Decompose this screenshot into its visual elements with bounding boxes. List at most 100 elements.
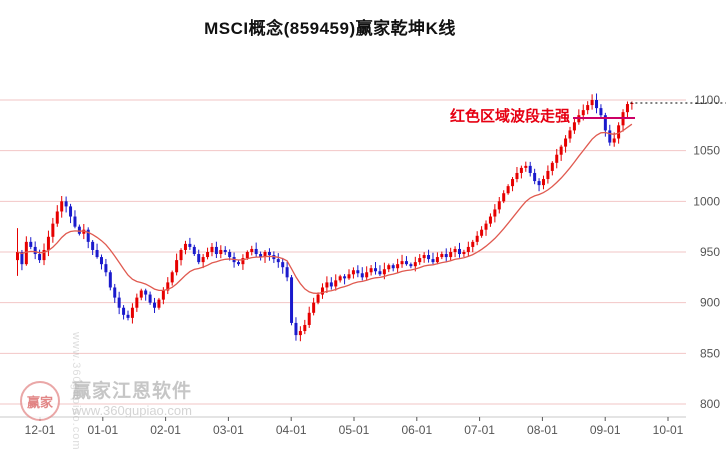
candle-body xyxy=(396,264,400,269)
candle-body xyxy=(440,254,444,258)
candle-body xyxy=(24,241,28,265)
candle-body xyxy=(276,259,280,263)
x-axis-label: 04-01 xyxy=(276,423,307,437)
candle-body xyxy=(568,130,572,139)
candle-body xyxy=(20,251,24,265)
annotation-line xyxy=(573,117,636,119)
candle-body xyxy=(95,249,99,258)
candle-body xyxy=(117,297,121,308)
winner-logo-icon: 赢家 xyxy=(20,381,60,421)
candle-body xyxy=(144,290,148,295)
candle-body xyxy=(188,243,192,247)
candle-body xyxy=(493,209,497,217)
candle-body xyxy=(347,274,351,279)
candle-body xyxy=(338,276,342,281)
candle-body xyxy=(214,246,218,255)
candle-body xyxy=(506,186,510,194)
candle-body xyxy=(46,236,50,250)
candle-body xyxy=(281,262,285,268)
candle-body xyxy=(564,138,568,147)
candle-body xyxy=(201,257,205,263)
candle-body xyxy=(528,165,532,173)
x-axis-label: 10-01 xyxy=(653,423,684,437)
candle-body xyxy=(550,162,554,171)
candle-body xyxy=(91,241,95,250)
candle-body xyxy=(108,272,112,288)
candle-body xyxy=(219,249,223,255)
candle-body xyxy=(488,216,492,224)
y-axis-label: 1000 xyxy=(693,194,720,208)
candle-body xyxy=(179,249,183,261)
candle-body xyxy=(391,265,395,269)
candle-body xyxy=(435,257,439,263)
candle-body xyxy=(29,241,33,247)
candle-body xyxy=(298,331,302,336)
candle-body xyxy=(259,254,263,258)
candle-body xyxy=(99,257,103,265)
candle-body xyxy=(630,103,634,105)
candle-body xyxy=(462,251,466,255)
candle-body xyxy=(502,193,506,202)
candle-body xyxy=(595,100,599,109)
candle-body xyxy=(612,138,616,143)
x-axis-label: 08-01 xyxy=(527,423,558,437)
y-axis-label: 950 xyxy=(700,245,720,259)
candle-body xyxy=(237,262,240,265)
candle-body xyxy=(320,287,324,295)
candle-body xyxy=(365,272,369,278)
candle-body xyxy=(409,264,413,267)
y-axis-label: 800 xyxy=(700,397,720,411)
x-axis-label: 06-01 xyxy=(401,423,432,437)
trend-annotation: 红色区域波段走强 xyxy=(450,106,636,125)
candle-body xyxy=(533,172,537,182)
x-axis-label: 07-01 xyxy=(464,423,495,437)
candle-body xyxy=(290,277,294,323)
watermark-name: 赢家江恩软件 xyxy=(72,381,193,402)
candle-body xyxy=(427,255,431,260)
candle-body xyxy=(471,241,475,247)
candle-body xyxy=(135,297,139,308)
candle-body xyxy=(418,258,422,263)
candle-body xyxy=(559,146,563,155)
candle-body xyxy=(312,302,316,313)
candle-body xyxy=(55,211,59,224)
candle-body xyxy=(497,201,501,210)
candle-body xyxy=(343,276,347,279)
x-axis-label: 01-01 xyxy=(87,423,118,437)
candle-body xyxy=(206,251,210,258)
candle-body xyxy=(524,165,528,168)
candle-body xyxy=(511,179,515,187)
candle-body xyxy=(581,110,585,116)
candle-body xyxy=(515,172,519,180)
candle-body xyxy=(404,261,408,265)
candle-body xyxy=(86,229,90,242)
candle-body xyxy=(263,251,267,258)
candle-body xyxy=(382,269,386,275)
watermark-url-vertical: www.360gupiao.com xyxy=(70,332,82,450)
candle-body xyxy=(351,270,355,275)
chart-title: MSCI概念(859459)赢家乾坤K线 xyxy=(204,19,456,38)
candle-body xyxy=(42,249,46,261)
x-axis-label: 05-01 xyxy=(339,423,370,437)
candle-body xyxy=(413,262,417,267)
candle-body xyxy=(369,268,373,273)
candle-body xyxy=(223,249,227,252)
candle-body xyxy=(192,246,196,255)
candle-body xyxy=(73,216,77,227)
candle-body xyxy=(387,265,391,270)
candle-body xyxy=(572,122,576,131)
candle-body xyxy=(555,154,559,163)
annotation-text: 红色区域波段走强 xyxy=(450,107,571,125)
candle-body xyxy=(130,307,134,318)
candle-body xyxy=(466,246,470,252)
candle-body xyxy=(590,100,594,106)
x-axis-label: 09-01 xyxy=(590,423,621,437)
candle-body xyxy=(453,248,457,252)
candle-body xyxy=(449,251,453,258)
candle-body xyxy=(157,299,161,308)
candle-body xyxy=(329,282,333,287)
candle-body xyxy=(250,248,254,252)
candle-body xyxy=(334,280,338,287)
ma-line xyxy=(17,123,633,295)
